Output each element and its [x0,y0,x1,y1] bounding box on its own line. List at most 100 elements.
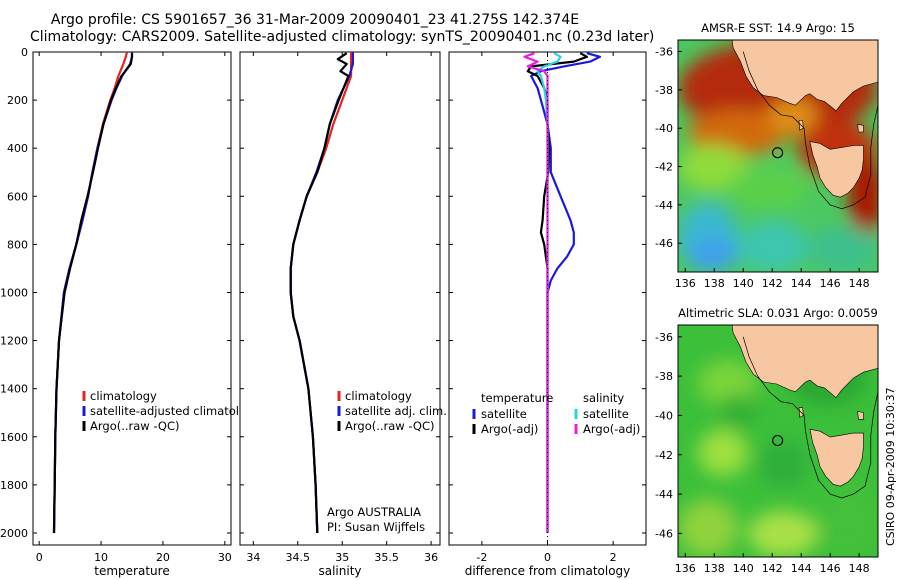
flinders-island [857,411,864,420]
mainland-land [731,40,878,112]
field-patch [718,394,758,430]
lon-tick-label: 138 [704,277,725,290]
field-blobs [678,348,878,557]
plot-frame [239,51,441,546]
x-tick-label: 30 [218,551,232,564]
lat-tick-label: -40 [655,122,673,135]
x-tick-label: 35 [335,551,349,564]
map-title: Altimetric SLA: 0.031 Argo: 0.0059 [678,306,878,320]
map-field [678,40,878,272]
y-tick-label: 200 [7,94,28,107]
map-frame [677,324,879,558]
y-tick-label: 2000 [0,527,28,540]
lon-tick-label: 148 [849,277,870,290]
field-patch [728,167,808,210]
legend-group-temperature: temperature [481,391,553,405]
y-tick-label: 1600 [0,431,28,444]
legend-label: climatology [90,389,157,403]
y-tick-label: 1800 [0,479,28,492]
lon-tick-label: 144 [791,277,812,290]
x-tick-label: 35.5 [374,551,399,564]
x-tick-label: 10 [94,551,108,564]
field-patch [698,359,758,407]
y-tick-label: 400 [7,142,28,155]
y-tick-label: 1200 [0,335,28,348]
field-patch [758,441,808,488]
lon-tick-label: 138 [704,562,725,575]
y-tick-label: 0 [21,46,28,59]
x-tick-label: -2 [476,551,487,564]
x-tick-label: 2 [610,551,617,564]
legend-label: Argo(..raw -QC) [345,419,435,433]
mainland-land [731,325,878,399]
lon-tick-label: 144 [791,562,812,575]
lat-tick-label: -42 [655,449,673,462]
float-position-marker [772,434,784,447]
x-tick-label: 0 [544,551,551,564]
y-tick-label: 1000 [0,286,28,299]
legend-label: Argo(..raw -QC) [90,419,180,433]
x-axis-label: salinity [318,564,361,578]
field-patch [688,109,788,156]
map-panel-2: 136 138 140 142 144 146 148 -36 -38 -40 -42 -44 -46 A… [655,306,879,575]
lat-tick-label: -42 [655,161,673,174]
flinders-island [857,124,864,133]
x-tick-label: 0 [36,551,43,564]
field-patch [678,499,738,557]
x-axis-label: temperature [94,564,169,578]
map-title: AMSR-E SST: 14.9 Argo: 15 [701,21,855,35]
field-patch [768,98,818,133]
field-patch [808,225,878,272]
field-patch [748,510,818,557]
institution-annotation: Argo AUSTRALIA [327,505,421,519]
lat-tick-label: -38 [655,84,673,97]
lat-tick-label: -46 [655,527,673,540]
lat-tick-label: -44 [655,488,673,501]
y-tick-label: 800 [7,238,28,251]
field-patch [818,487,878,557]
profile-panel-2: 34 34.5 35 35.5 36 salinity climatologysatelli… [239,51,447,578]
lat-tick-label: -36 [655,331,673,344]
lon-tick-label: 140 [733,277,754,290]
x-tick-label: 34.5 [286,551,311,564]
float-position-marker [772,147,784,159]
lat-tick-label: -36 [655,46,673,59]
x-tick-label: 20 [156,551,170,564]
lon-tick-label: 142 [762,562,783,575]
figure-title-line1: Argo profile: CS 5901657_36 31-Mar-2009 … [50,12,580,28]
lon-tick-label: 136 [675,277,696,290]
pi-annotation: PI: Susan Wijffels [327,520,425,534]
series-line-satellite [529,52,602,533]
y-tick-label: 600 [7,190,28,203]
legend-label: Argo(-adj) [481,422,538,436]
lon-tick-label: 148 [849,562,870,575]
lon-tick-label: 140 [733,562,754,575]
tasmania-land [809,428,864,487]
field-patch [678,144,748,191]
x-tick-label: 34 [246,551,260,564]
map-field [678,325,878,557]
profile-panel-1: 0 10 20 30 0 200 400 600 800 1000 1200 1400 1600 1800… [0,46,260,578]
lon-tick-label: 136 [675,562,696,575]
lon-tick-label: 146 [820,562,841,575]
tasmania-land [809,141,864,198]
lat-tick-label: -44 [655,199,673,212]
field-patch [698,429,748,476]
legend-label: satellite [481,407,527,421]
legend-group-salinity: salinity [583,391,624,405]
series-line-argo-raw-qc- [289,52,350,534]
lon-tick-label: 142 [762,277,783,290]
lon-tick-label: 146 [820,277,841,290]
legend-label: Argo(-adj) [583,422,640,436]
field-patch [738,220,808,272]
map-frame [677,39,879,273]
map-panel-1: 136 138 140 142 144 146 148 -36 -38 -40 -42 -44 -46 A… [655,21,879,290]
isobath-contour [742,336,878,499]
isobath-contour [742,51,878,210]
lat-tick-label: -38 [655,370,673,383]
legend-label: satellite-adjusted climatology [90,404,260,418]
plot-frame [32,51,232,546]
legend-label: satellite [583,407,629,421]
